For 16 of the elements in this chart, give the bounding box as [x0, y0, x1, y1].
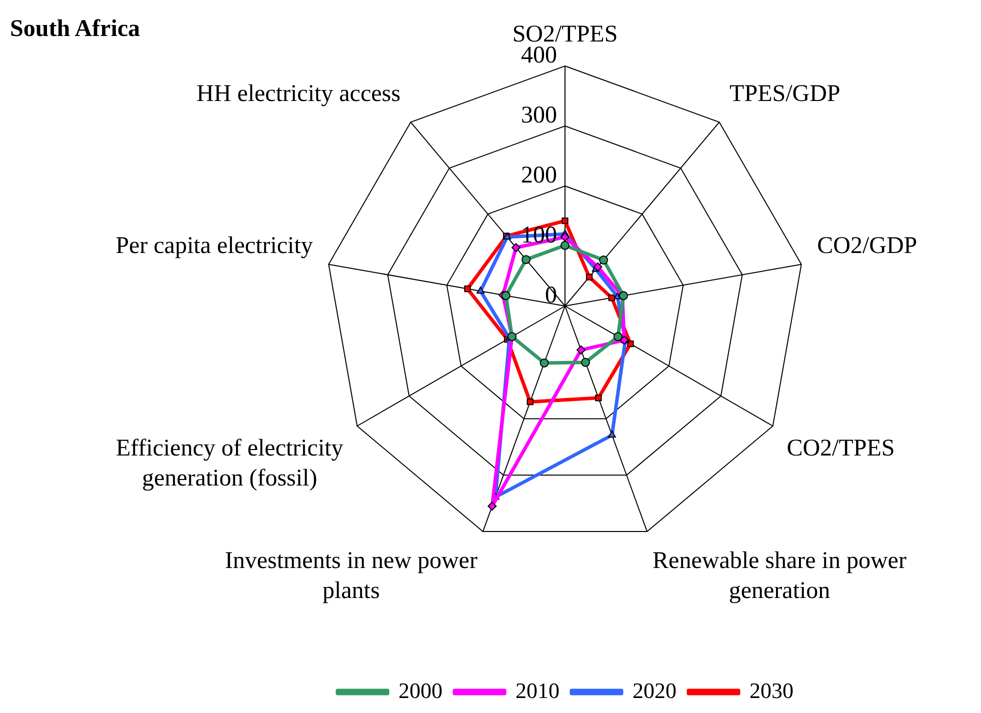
legend-label: 2020 — [632, 678, 676, 703]
spoke-label: HH electricity access — [196, 81, 400, 108]
legend-label: 2000 — [398, 678, 442, 703]
spoke-label: Renewable share in power generation — [652, 548, 906, 604]
y-tick-label: 300 — [521, 102, 557, 128]
spoke-label: CO2/TPES — [786, 435, 895, 462]
spoke-label: Per capita electricity — [116, 232, 313, 259]
spoke-label: CO2/GDP — [817, 232, 918, 259]
y-tick-label: 200 — [521, 162, 557, 188]
spoke-label: TPES/GDP — [730, 81, 840, 108]
y-tick-label: 0 — [545, 282, 557, 308]
legend-label: 2030 — [750, 678, 794, 703]
spoke-label: Efficiency of electricity generation (fossil) — [116, 435, 344, 492]
chart-title: South Africa — [10, 16, 140, 43]
spoke-label: Investments in new power plants — [224, 548, 478, 604]
legend-label: 2010 — [516, 678, 560, 703]
